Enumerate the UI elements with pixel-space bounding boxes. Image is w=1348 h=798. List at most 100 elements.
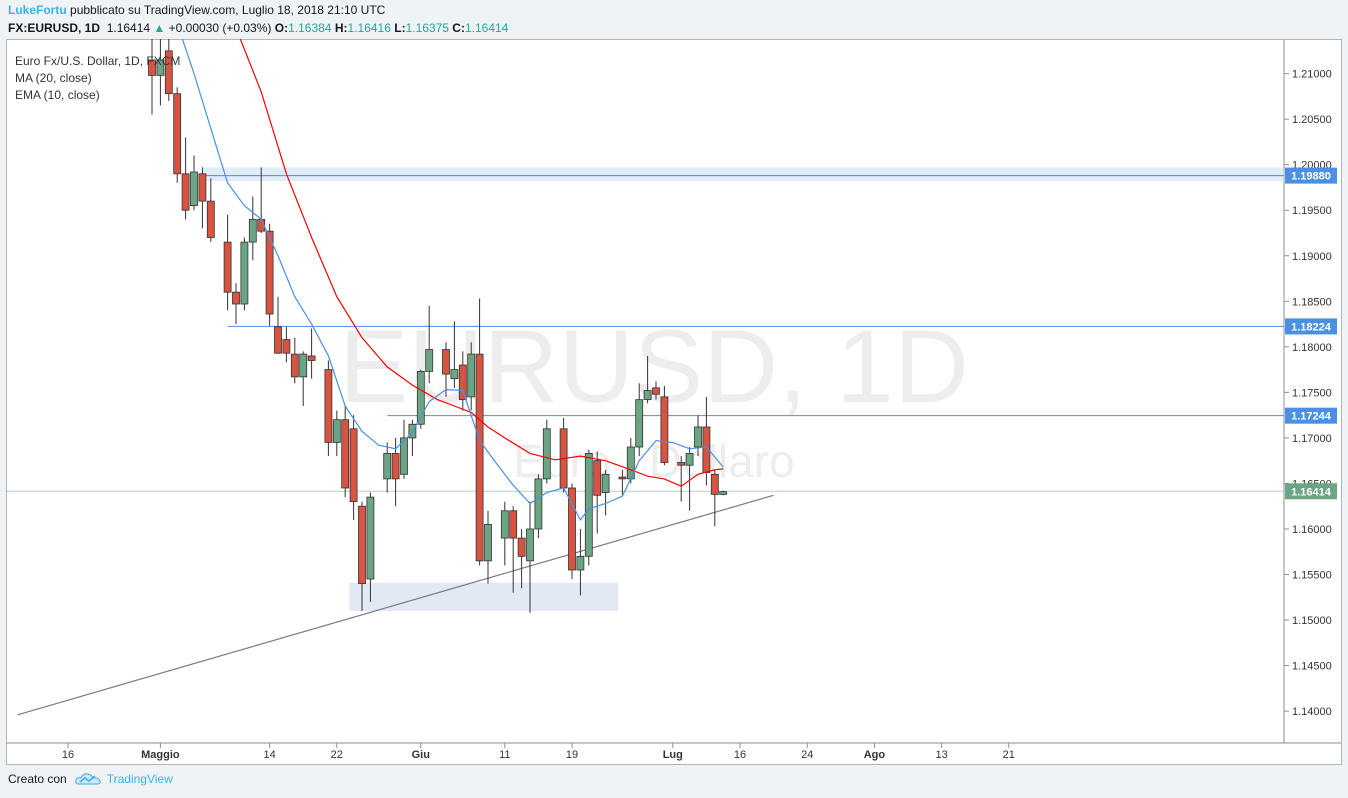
- price-label-bg: [1285, 407, 1337, 424]
- candle: [156, 39, 165, 106]
- price-axis[interactable]: [1284, 39, 1342, 743]
- price-ticks: 1.210001.205001.200001.195001.190001.185…: [1284, 69, 1332, 718]
- price-labels: 1.19880 1.18224 1.17244 1.16414: [1285, 167, 1337, 500]
- close-label: C:: [452, 21, 465, 35]
- candle: [517, 528, 526, 589]
- candle-body: [467, 353, 476, 398]
- support-zone-box[interactable]: [349, 582, 619, 611]
- candle-body: [618, 476, 627, 480]
- candle-body: [349, 428, 358, 503]
- levels-layer: [6, 175, 1284, 492]
- price-label-bg: [1285, 167, 1337, 184]
- created-with-label: Creato con: [8, 772, 67, 786]
- candle: [526, 501, 534, 613]
- price-tick-label: 1.18000: [1292, 342, 1332, 354]
- high-label: H:: [334, 21, 348, 35]
- candle: [290, 337, 299, 384]
- price-tick-label: 1.14000: [1292, 706, 1332, 718]
- time-tick-label: 19: [566, 749, 578, 761]
- price-tick-label: 1.17000: [1292, 433, 1332, 445]
- price-tick-label: 1.20500: [1292, 114, 1332, 126]
- candle-body: [383, 452, 392, 480]
- candle-body: [509, 510, 518, 539]
- candle: [248, 196, 257, 261]
- low-label: L:: [394, 21, 406, 35]
- candle-body: [450, 369, 459, 380]
- candle-body: [694, 426, 702, 448]
- price-label: 1.18224: [1291, 321, 1332, 333]
- open-label: O:: [274, 21, 289, 35]
- time-axis[interactable]: [6, 743, 1342, 765]
- candle: [148, 39, 156, 115]
- chart-border: [6, 39, 1342, 765]
- candle-body: [332, 419, 341, 443]
- candle-body: [391, 452, 400, 480]
- symbol-label: FX:EURUSD, 1D: [8, 21, 101, 35]
- price-chart[interactable]: EURUSD, 1D Euro / Dollaro 1.21000 1.20500…: [6, 39, 1342, 765]
- trendline[interactable]: [17, 494, 774, 716]
- candle-body: [232, 291, 240, 305]
- candle: [416, 369, 425, 429]
- candle-body: [366, 496, 375, 580]
- candle: [576, 528, 585, 596]
- candle-body: [677, 462, 686, 466]
- candle-body: [534, 478, 543, 530]
- legend: Euro Fx/U.S. Dollar, 1D, FXCM MA (20, cl…: [15, 54, 180, 102]
- candle-body: [240, 241, 249, 305]
- candle: [400, 419, 408, 479]
- legend-title: Euro Fx/U.S. Dollar, 1D, FXCM: [15, 54, 180, 68]
- low-value: 1.16375: [405, 21, 449, 35]
- time-ticks: 16 Maggio 14 22 Giu 11 19 Lug 16 24 Ago 13 21: [62, 743, 1015, 761]
- candle: [635, 383, 644, 457]
- candle: [660, 385, 669, 466]
- candle: [534, 474, 543, 539]
- price-tick-label: 1.16000: [1292, 524, 1332, 536]
- candle-body: [282, 339, 291, 354]
- time-tick-label: Ago: [864, 749, 886, 761]
- candle: [643, 355, 652, 404]
- candle-body: [173, 93, 182, 175]
- candle: [484, 510, 492, 584]
- candle: [408, 419, 417, 457]
- price-tick-label: 1.21000: [1292, 69, 1332, 81]
- price-tick-label: 1.14500: [1292, 661, 1332, 673]
- candle: [475, 298, 484, 566]
- price-tick-label: 1.17500: [1292, 387, 1332, 399]
- candle: [358, 501, 366, 611]
- tradingview-link[interactable]: TradingView: [106, 772, 173, 786]
- candle-body: [710, 473, 719, 495]
- candle-body: [517, 537, 526, 557]
- candle-body: [526, 528, 534, 562]
- price-label: 1.16414: [1291, 486, 1332, 498]
- ema-10-line: [181, 39, 724, 522]
- zones-layer: [202, 167, 1284, 611]
- time-tick-label: 22: [331, 749, 343, 761]
- candle-body: [198, 173, 207, 202]
- time-tick-label: Giu: [412, 749, 430, 761]
- footer: Creato con TradingView: [8, 772, 173, 786]
- time-tick-label: 21: [1003, 749, 1015, 761]
- candle: [265, 223, 274, 326]
- time-tick-label: 16: [734, 749, 746, 761]
- legend-ma[interactable]: MA (20, close): [15, 71, 92, 85]
- time-tick-label: 11: [499, 749, 510, 761]
- candle-body: [408, 423, 417, 439]
- candle: [349, 415, 358, 520]
- price-label: 1.17244: [1291, 411, 1332, 423]
- candle-body: [568, 487, 576, 571]
- watermark: EURUSD, 1D Euro / Dollaro: [339, 309, 969, 487]
- indicator-lines-layer: [181, 39, 724, 522]
- author-link[interactable]: LukeFortu: [8, 3, 67, 17]
- legend-ema[interactable]: EMA (10, close): [15, 88, 100, 102]
- resistance-zone[interactable]: [202, 167, 1284, 182]
- candle-body: [484, 524, 492, 562]
- price-label-bg: [1285, 318, 1337, 335]
- candle: [450, 321, 459, 388]
- candle: [206, 178, 215, 243]
- candle-body: [475, 353, 484, 562]
- publish-info: LukeFortu pubblicato su TradingView.com,…: [8, 3, 385, 17]
- candle-body: [652, 387, 660, 395]
- time-tick-label: 13: [935, 749, 947, 761]
- candle-body: [265, 230, 274, 315]
- open-value: 1.16384: [288, 21, 332, 35]
